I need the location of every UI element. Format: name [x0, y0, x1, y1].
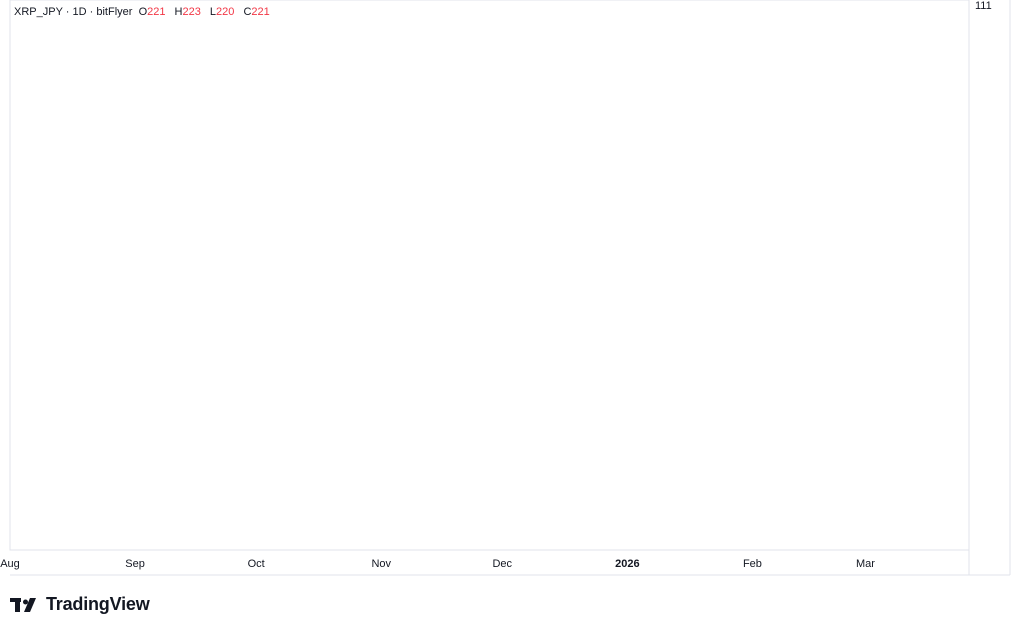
tradingview-logo[interactable]: TradingView [10, 594, 150, 615]
brand-name: TradingView [46, 594, 150, 614]
chart-legend: XRP_JPY · 1D · bitFlyer O221 H223 L220 C… [14, 6, 276, 18]
open-label: O [138, 6, 148, 18]
interval-label[interactable]: 1D [72, 6, 87, 18]
close-label: C [243, 6, 252, 18]
exchange-label: bitFlyer [96, 6, 133, 18]
x-tick-label: Feb [743, 558, 762, 570]
separator-dot: · [65, 6, 70, 18]
x-tick-label: Aug [0, 558, 20, 570]
close-value: 221 [251, 6, 270, 18]
x-tick-label: Nov [371, 558, 391, 570]
open-value: 221 [147, 6, 166, 18]
x-tick-label: Sep [125, 558, 145, 570]
tradingview-logo-icon [10, 597, 36, 612]
x-tick-label: Oct [248, 558, 265, 570]
y-tick-label: 111 [975, 0, 992, 12]
symbol-name[interactable]: XRP_JPY [14, 6, 63, 18]
chart-pane-border [9, 0, 970, 551]
high-value: 223 [182, 6, 201, 18]
separator-dot: · [89, 6, 94, 18]
x-tick-label: Mar [856, 558, 875, 570]
low-value: 220 [216, 6, 235, 18]
high-label: H [174, 6, 183, 18]
x-tick-label: 2026 [615, 558, 639, 570]
low-label: L [209, 6, 217, 18]
x-tick-label: Dec [492, 558, 512, 570]
